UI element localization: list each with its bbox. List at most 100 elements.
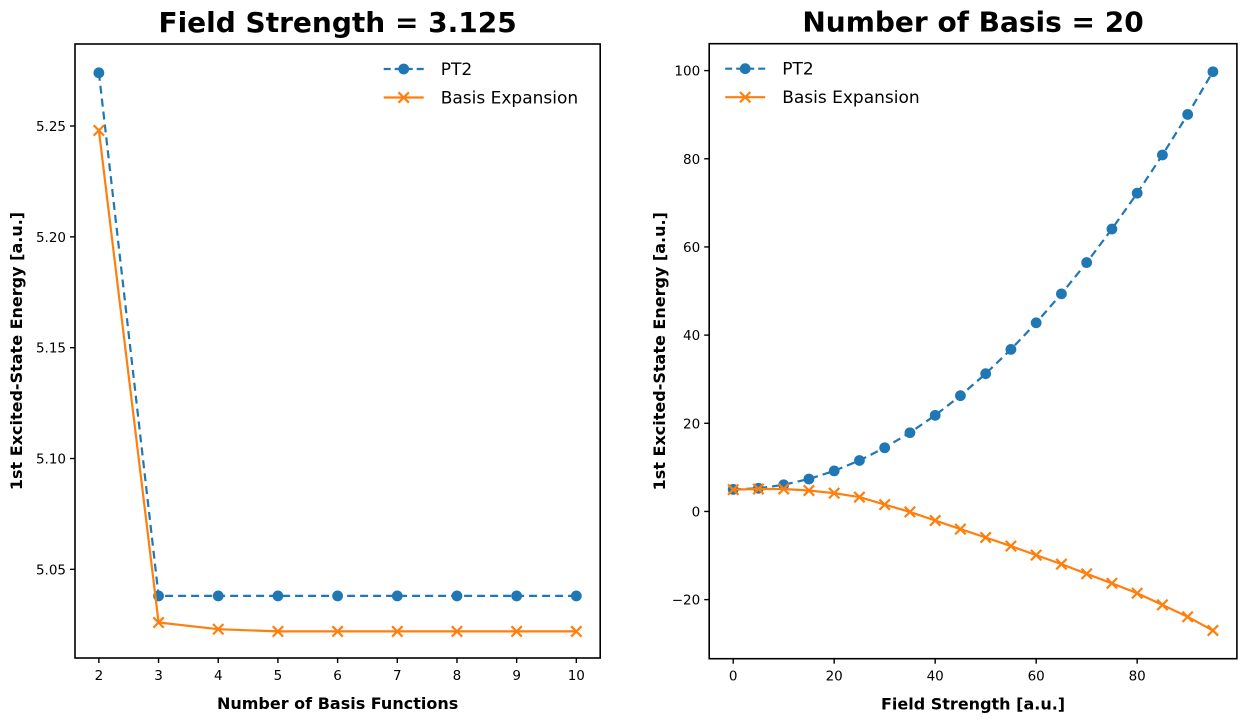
marker-x bbox=[570, 625, 583, 638]
marker-x bbox=[1105, 577, 1118, 590]
series-line-pt2 bbox=[733, 71, 1214, 491]
y-tick-label: 5.10 bbox=[36, 452, 66, 468]
marker-circle bbox=[511, 590, 523, 602]
x-tick-label: 60 bbox=[1028, 669, 1045, 685]
marker-circle bbox=[1207, 66, 1219, 78]
marker-x bbox=[152, 616, 165, 629]
marker-x bbox=[212, 623, 225, 636]
marker-circle bbox=[1131, 187, 1143, 199]
y-tick-label: −20 bbox=[672, 593, 701, 609]
marker-circle bbox=[391, 590, 403, 602]
legend-marker-x bbox=[397, 91, 410, 104]
marker-circle bbox=[1056, 288, 1067, 300]
chart-title: Number of Basis = 20 bbox=[802, 6, 1143, 39]
y-tick-label: 80 bbox=[683, 152, 700, 168]
x-axis-label: Number of Basis Functions bbox=[217, 694, 458, 713]
series-line-basis-expansion bbox=[97, 130, 577, 633]
marker-x bbox=[271, 625, 284, 638]
x-tick-label: 40 bbox=[927, 669, 944, 685]
x-tick-label: 4 bbox=[214, 668, 223, 684]
marker-circle bbox=[451, 590, 463, 602]
marker-x bbox=[1055, 558, 1068, 571]
marker-x bbox=[752, 482, 765, 495]
y-tick-label: 40 bbox=[683, 328, 700, 344]
y-tick-label: 0 bbox=[692, 504, 701, 520]
marker-circle bbox=[879, 442, 891, 454]
marker-circle bbox=[332, 590, 343, 602]
legend-label: Basis Expansion bbox=[441, 89, 578, 109]
marker-x bbox=[1004, 540, 1017, 553]
y-tick-label: 60 bbox=[683, 240, 700, 256]
legend-label: PT2 bbox=[782, 60, 813, 80]
x-tick-label: 10 bbox=[568, 668, 585, 684]
marker-x bbox=[510, 625, 523, 638]
marker-x bbox=[331, 625, 344, 638]
marker-x bbox=[954, 523, 967, 536]
plot-border bbox=[74, 43, 602, 659]
x-axis-label: Field Strength [a.u.] bbox=[881, 695, 1065, 714]
marker-circle bbox=[1081, 257, 1093, 268]
marker-circle bbox=[1030, 317, 1042, 329]
marker-circle bbox=[1182, 109, 1194, 120]
legend-label: PT2 bbox=[441, 60, 472, 80]
x-tick-label: 6 bbox=[333, 668, 342, 684]
marker-x bbox=[828, 487, 841, 500]
marker-x bbox=[802, 484, 815, 497]
y-tick-label: 5.20 bbox=[36, 230, 66, 246]
marker-circle bbox=[1005, 343, 1017, 355]
x-tick-label: 3 bbox=[154, 668, 163, 684]
y-axis-label: 1st Excited-State Energy [a.u.] bbox=[650, 212, 669, 490]
marker-circle bbox=[212, 590, 224, 602]
x-tick-label: 80 bbox=[1129, 669, 1146, 685]
marker-x bbox=[1206, 624, 1219, 637]
marker-circle bbox=[272, 590, 284, 602]
marker-x bbox=[1131, 587, 1144, 600]
series-line-pt2 bbox=[97, 72, 577, 597]
y-tick-label: 5.25 bbox=[36, 119, 66, 135]
legend: PT2 Basis Expansion bbox=[725, 60, 920, 108]
y-tick-label: 100 bbox=[674, 64, 700, 80]
y-axis-label: 1st Excited-State Energy [a.u.] bbox=[7, 212, 26, 490]
marker-x bbox=[1030, 549, 1043, 562]
legend-label: Basis Expansion bbox=[782, 88, 919, 108]
y-tick-label: 5.05 bbox=[36, 562, 66, 578]
marker-x bbox=[92, 124, 105, 137]
chart-title: Field Strength = 3.125 bbox=[158, 6, 516, 39]
marker-x bbox=[727, 483, 740, 496]
marker-x bbox=[777, 482, 790, 495]
marker-circle bbox=[93, 67, 105, 79]
marker-x bbox=[391, 625, 404, 638]
legend: PT2 Basis Expansion bbox=[383, 60, 578, 109]
marker-circle bbox=[803, 473, 815, 485]
marker-circle bbox=[980, 368, 992, 380]
marker-circle bbox=[828, 465, 840, 477]
marker-x bbox=[979, 531, 992, 544]
marker-x bbox=[1156, 598, 1169, 611]
marker-x bbox=[878, 498, 891, 511]
marker-circle bbox=[570, 590, 582, 602]
marker-circle bbox=[1157, 149, 1168, 161]
x-tick-label: 7 bbox=[393, 668, 402, 684]
marker-circle bbox=[955, 390, 966, 402]
x-tick-label: 20 bbox=[826, 669, 843, 685]
marker-x bbox=[929, 514, 942, 527]
y-tick-label: 5.15 bbox=[36, 341, 66, 357]
x-tick-label: 0 bbox=[729, 669, 738, 685]
marker-x bbox=[450, 625, 463, 638]
legend-marker-circle bbox=[398, 63, 410, 75]
y-tick-label: 20 bbox=[683, 416, 700, 432]
x-tick-label: 5 bbox=[274, 668, 283, 684]
left-chart: Field Strength = 3.125 2 3 4 5 6 7 8 9 10 5.05 5.10… bbox=[7, 6, 602, 713]
marker-x bbox=[853, 491, 866, 504]
x-tick-label: 8 bbox=[453, 668, 462, 684]
marker-x bbox=[1181, 610, 1194, 623]
series-line-basis-expansion bbox=[733, 487, 1214, 632]
marker-circle bbox=[854, 455, 865, 466]
marker-x bbox=[903, 505, 916, 518]
legend-marker-circle bbox=[739, 63, 751, 75]
right-chart: Number of Basis = 20 0 20 40 60 80 −20 0 20 40 60 8… bbox=[650, 6, 1238, 714]
x-tick-label: 9 bbox=[512, 668, 521, 684]
marker-circle bbox=[904, 427, 916, 439]
